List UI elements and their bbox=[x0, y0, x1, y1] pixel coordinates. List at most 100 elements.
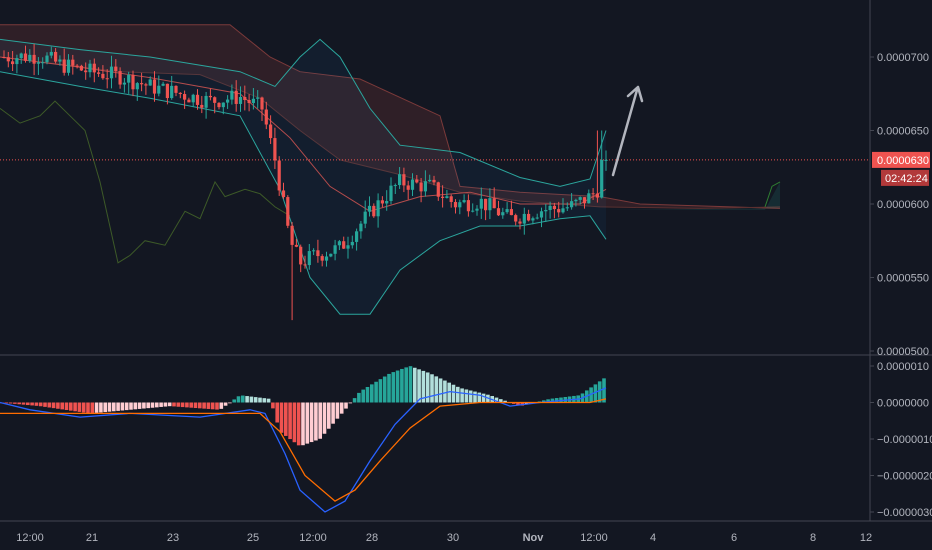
cloud-fill bbox=[0, 24, 780, 209]
candle-body bbox=[316, 250, 320, 257]
candle-body bbox=[509, 209, 513, 216]
macd-histogram-bar bbox=[124, 402, 129, 411]
price-axis[interactable]: 0.0000700 0.0000650 0.0000600 0.0000550 0.00… bbox=[870, 52, 932, 519]
candle-body bbox=[565, 207, 569, 209]
macd-histogram-bar bbox=[266, 398, 271, 403]
macd-tick-label: 0.0000010 bbox=[877, 361, 929, 373]
macd-histogram-bar bbox=[176, 402, 181, 407]
macd-histogram-bar bbox=[193, 402, 198, 409]
macd-histogram-bar bbox=[339, 402, 344, 414]
macd-histogram-bar bbox=[262, 398, 267, 403]
candle-body bbox=[350, 241, 354, 246]
candle-body bbox=[398, 174, 402, 186]
y-tick-label: 0.0000600 bbox=[877, 199, 929, 211]
macd-histogram-bar bbox=[296, 402, 301, 446]
candle-body bbox=[247, 99, 251, 104]
candle-body bbox=[535, 217, 539, 219]
macd-histogram-bar bbox=[17, 402, 21, 405]
macd-histogram-bar bbox=[425, 372, 430, 403]
candle-body bbox=[152, 79, 157, 94]
candle-body bbox=[505, 209, 509, 213]
macd-histogram-bar bbox=[241, 395, 245, 403]
macd-histogram-bar bbox=[344, 402, 348, 409]
candle-body bbox=[419, 182, 423, 192]
candle-body bbox=[312, 250, 316, 252]
macd-histogram-bar bbox=[288, 402, 292, 440]
candle-body bbox=[385, 200, 389, 204]
macd-histogram-bar bbox=[473, 391, 477, 403]
candle-body bbox=[548, 205, 552, 211]
macd-histogram-bar bbox=[219, 402, 224, 409]
macd-histogram-bar bbox=[387, 373, 391, 403]
macd-histogram-bar bbox=[129, 402, 133, 410]
macd-histogram-bar bbox=[550, 398, 555, 403]
candle-body bbox=[49, 51, 53, 56]
macd-histogram-bar bbox=[309, 402, 314, 443]
time-axis[interactable]: 12:00 21 23 25 12:00 28 30 Nov 12:00 4 6 8 12 bbox=[16, 532, 872, 544]
macd-histogram-bar bbox=[438, 378, 443, 403]
candle-body bbox=[140, 83, 144, 85]
candle-body bbox=[557, 209, 561, 213]
macd-histogram-bar bbox=[374, 381, 378, 403]
candle-body bbox=[501, 212, 505, 216]
macd-histogram-bar bbox=[155, 402, 159, 408]
macd-histogram-bar bbox=[146, 402, 150, 409]
macd-tick-label: −0.0000020 bbox=[877, 471, 932, 483]
macd-histogram-bar bbox=[597, 381, 602, 403]
candle-body bbox=[277, 160, 281, 191]
macd-histogram-bar bbox=[142, 402, 146, 409]
candle-body bbox=[587, 193, 591, 204]
candle-body bbox=[92, 63, 96, 73]
candle-body bbox=[84, 70, 88, 73]
candle-body bbox=[62, 59, 66, 73]
macd-histogram-bar bbox=[38, 402, 43, 407]
candle-body bbox=[200, 104, 204, 108]
candle-body bbox=[45, 55, 49, 63]
candle-body bbox=[114, 66, 118, 72]
candle-body bbox=[178, 92, 182, 95]
candle-body bbox=[105, 78, 109, 80]
x-tick-label: 8 bbox=[810, 532, 816, 544]
candle-body bbox=[79, 65, 83, 71]
macd-tick-label: −0.0000030 bbox=[877, 507, 932, 519]
candle-body bbox=[66, 59, 71, 73]
candle-body bbox=[320, 256, 324, 261]
x-tick-label: Nov bbox=[523, 532, 545, 544]
candlesticks bbox=[2, 43, 608, 321]
bb-upper bbox=[0, 38, 607, 187]
macd-histogram-bar bbox=[77, 402, 82, 412]
candle-body bbox=[453, 201, 458, 208]
candle-body bbox=[570, 201, 574, 208]
candle-body bbox=[578, 197, 582, 200]
macd-histogram-bar bbox=[249, 396, 254, 403]
macd-histogram-bar bbox=[86, 402, 90, 414]
candle-body bbox=[496, 208, 501, 216]
macd-histogram-bar bbox=[189, 402, 193, 408]
last-price-value: 0.0000630 bbox=[877, 155, 929, 167]
macd-histogram-bar bbox=[434, 376, 439, 403]
candle-body bbox=[54, 51, 58, 62]
candle-body bbox=[561, 208, 565, 213]
candle-body bbox=[41, 62, 45, 64]
candle-body bbox=[428, 179, 432, 182]
candle-body bbox=[410, 179, 415, 190]
macd-histogram-bar bbox=[202, 402, 206, 409]
macd-histogram-bar bbox=[335, 402, 340, 419]
macd-histogram-bar bbox=[167, 402, 172, 407]
candle-body bbox=[226, 99, 230, 103]
macd-histogram-bar bbox=[69, 402, 73, 411]
candle-body bbox=[475, 208, 479, 211]
candle-body bbox=[213, 97, 217, 103]
y-tick-label: 0.0000500 bbox=[877, 346, 929, 358]
macd-histogram-bar bbox=[314, 402, 318, 441]
macd-histogram-bar bbox=[133, 402, 138, 410]
candle-body bbox=[574, 199, 578, 202]
macd-histogram-bar bbox=[172, 402, 176, 407]
candle-body bbox=[75, 65, 79, 67]
macd-histogram-bar bbox=[327, 402, 331, 429]
macd-histogram-bar bbox=[103, 402, 107, 413]
candle-body bbox=[449, 196, 453, 202]
macd-histogram-bar bbox=[602, 378, 606, 403]
candle-body bbox=[367, 205, 372, 212]
